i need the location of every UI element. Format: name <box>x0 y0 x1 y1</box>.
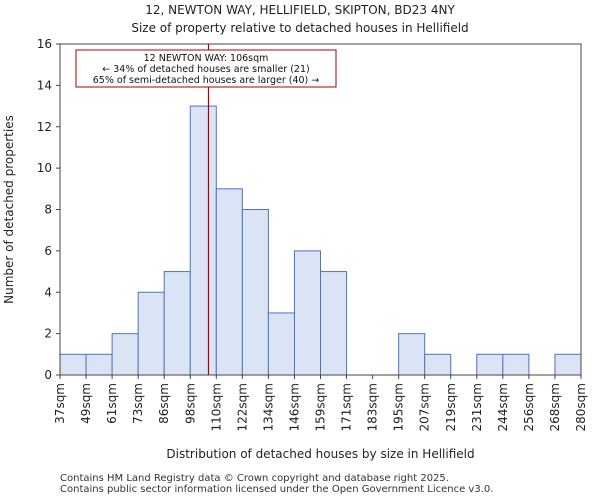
y-tick-label: 6 <box>44 244 52 258</box>
y-tick-label: 8 <box>44 203 52 217</box>
chart-subtitle: Size of property relative to detached ho… <box>131 21 469 35</box>
marker-group: 12 NEWTON WAY: 106sqm← 34% of detached h… <box>75 44 337 375</box>
x-tick-label: 195sqm <box>392 383 406 431</box>
x-tick-label: 98sqm <box>183 383 197 424</box>
x-tick-label: 280sqm <box>574 383 588 431</box>
x-tick-label: 122sqm <box>235 383 249 431</box>
x-tick-label: 219sqm <box>444 383 458 431</box>
x-tick-label: 146sqm <box>287 383 301 431</box>
x-tick-label: 183sqm <box>366 383 380 431</box>
bars-group <box>59 105 582 376</box>
y-tick-label: 4 <box>44 285 52 299</box>
bar-195sqm <box>398 333 426 376</box>
x-tick-label: 134sqm <box>261 383 275 431</box>
bar-98sqm <box>189 105 217 376</box>
annotation-box <box>75 49 337 88</box>
bar-244sqm <box>502 353 530 376</box>
bar-49sqm <box>85 353 113 376</box>
x-tick-label: 159sqm <box>314 383 328 431</box>
annotation-line-1: 12 NEWTON WAY: 106sqm <box>144 53 269 64</box>
bar-207sqm <box>424 353 452 376</box>
bar-122sqm <box>241 209 269 376</box>
bar-159sqm <box>320 271 348 376</box>
x-tick-label: 86sqm <box>157 383 171 424</box>
y-axis-title: Number of detached properties <box>2 115 16 304</box>
y-tick-label: 16 <box>37 37 52 51</box>
annotation-line-3: 65% of semi-detached houses are larger (… <box>93 75 320 86</box>
x-tick-label: 256sqm <box>522 383 536 431</box>
x-tick-label: 110sqm <box>209 383 223 431</box>
x-tick-label: 37sqm <box>53 383 67 424</box>
y-tick-label: 10 <box>37 161 52 175</box>
bar-231sqm <box>476 353 504 376</box>
bar-110sqm <box>215 188 243 376</box>
axes-group: 0 2 4 6 8 10 12 14 16 37sqm 49sqm 61sqm 73sqm 86sqm 98… <box>2 37 588 461</box>
footer-line-1: Contains HM Land Registry data © Crown c… <box>60 473 449 484</box>
bar-37sqm <box>59 353 87 376</box>
annotation-line-2: ← 34% of detached houses are smaller (21… <box>102 64 309 75</box>
x-tick-label: 207sqm <box>418 383 432 431</box>
bar-86sqm <box>163 271 191 376</box>
x-tick-label: 61sqm <box>105 383 119 424</box>
y-tick-label: 0 <box>44 368 52 382</box>
y-tick-label: 14 <box>37 78 52 92</box>
x-tick-label: 49sqm <box>79 383 93 424</box>
chart-title: 12, NEWTON WAY, HELLIFIELD, SKIPTON, BD2… <box>145 3 455 17</box>
bar-134sqm <box>267 312 295 376</box>
y-tick-label: 2 <box>44 327 52 341</box>
x-axis-title: Distribution of detached houses by size … <box>166 447 474 461</box>
x-tick-label: 244sqm <box>496 383 510 431</box>
bar-61sqm <box>111 333 139 376</box>
bar-268sqm <box>554 353 582 376</box>
footer-line-2: Contains public sector information licen… <box>60 484 494 495</box>
y-tick-label: 12 <box>37 120 52 134</box>
bar-146sqm <box>293 250 322 376</box>
x-tick-label: 268sqm <box>548 383 562 431</box>
x-tick-label: 231sqm <box>470 383 484 431</box>
x-tick-label: 73sqm <box>131 383 145 424</box>
x-tick-label: 171sqm <box>340 383 354 431</box>
bar-73sqm <box>137 291 165 376</box>
